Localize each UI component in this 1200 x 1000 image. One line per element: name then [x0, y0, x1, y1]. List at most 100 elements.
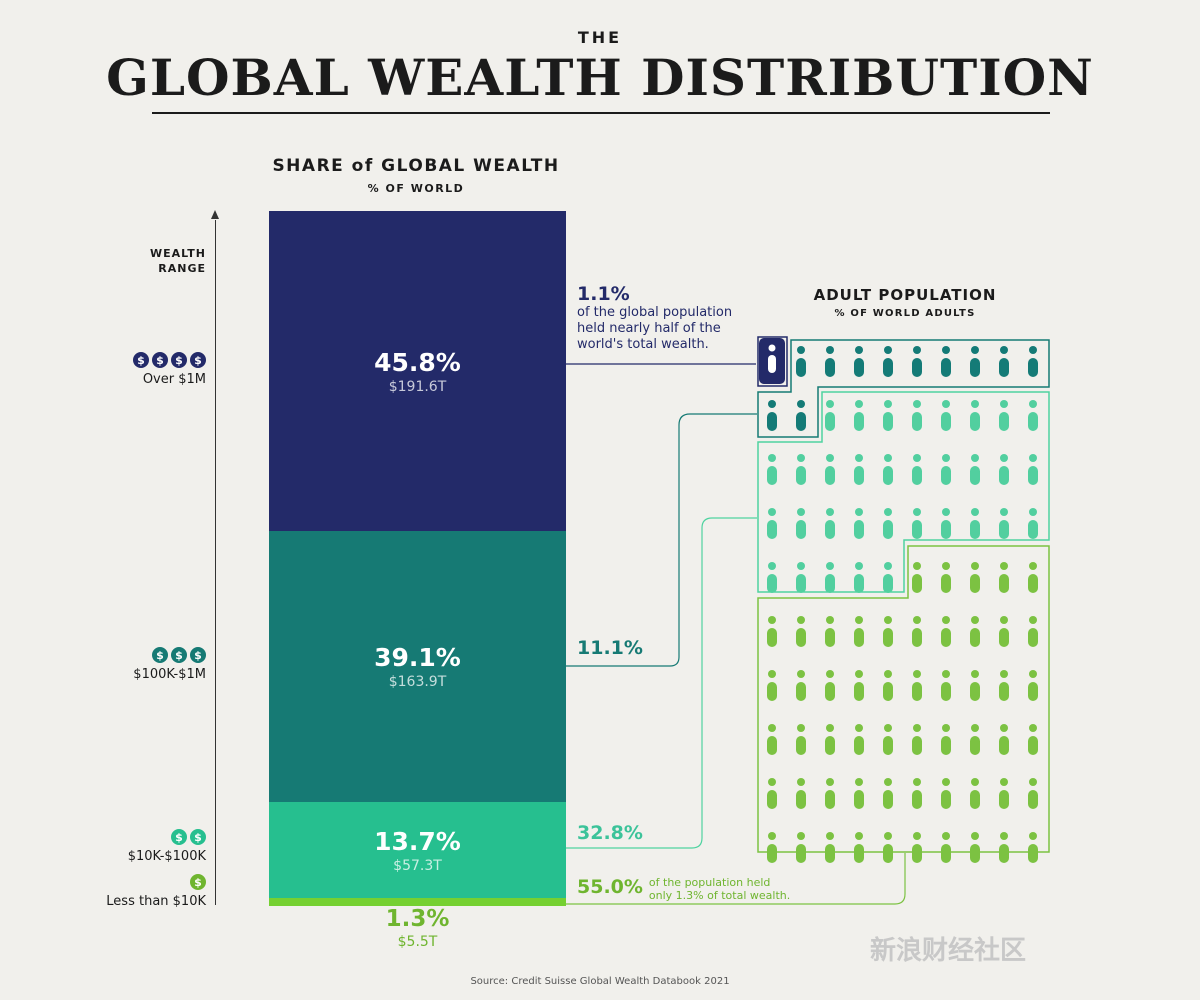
person-icon	[912, 508, 922, 539]
person-icon	[796, 724, 806, 755]
coin-row: $ $ $ $	[133, 352, 206, 368]
person-icon	[767, 778, 777, 809]
person-icon	[825, 724, 835, 755]
person-icon	[796, 832, 806, 863]
data-label-pct: 13.7%	[374, 826, 461, 856]
person-icon	[883, 832, 893, 863]
person-icon	[970, 562, 980, 593]
person-icon	[999, 832, 1009, 863]
source-note: Source: Credit Suisse Global Wealth Data…	[470, 976, 730, 987]
person-icon	[941, 670, 951, 701]
dollar-coin-icon: $	[190, 829, 206, 845]
range-label-over-1m: $ $ $ $ Over $1M	[133, 352, 206, 387]
person-icon	[1028, 346, 1038, 377]
person-icon	[912, 724, 922, 755]
data-label-amount: $191.6T	[388, 378, 447, 395]
coin-row: $ $	[128, 829, 206, 845]
person-icon	[883, 670, 893, 701]
coin-row: $ $ $	[133, 647, 206, 663]
bar-segment-less-10k	[269, 898, 566, 906]
y-axis-line	[215, 220, 216, 905]
person-icon	[970, 670, 980, 701]
person-icon	[883, 508, 893, 539]
range-text: $100K-$1M	[133, 667, 206, 682]
person-icon	[999, 778, 1009, 809]
callout-less-10k: 55.0% of the population held only 1.3% o…	[577, 876, 790, 902]
group-outline-less-10k	[757, 545, 1050, 853]
person-icon	[912, 616, 922, 647]
callout-10k-100k: 32.8%	[577, 822, 643, 844]
data-label-amount: $57.3T	[393, 857, 442, 874]
watermark: 新浪财经社区	[870, 930, 1026, 967]
connector-less-10k	[566, 853, 906, 905]
person-icon	[1028, 508, 1038, 539]
person-icon	[999, 616, 1009, 647]
person-icon	[796, 778, 806, 809]
person-icon	[912, 562, 922, 593]
person-icon	[854, 346, 864, 377]
person-icon	[912, 670, 922, 701]
callout-over-1m: 1.1% of the global population held nearl…	[577, 283, 732, 353]
person-icon	[796, 346, 806, 377]
callout-text: of the population held only 1.3% of tota…	[649, 876, 790, 902]
person-icon	[854, 724, 864, 755]
data-label-pct: 1.3%	[385, 906, 450, 932]
person-icon	[912, 832, 922, 863]
person-icon	[825, 616, 835, 647]
page-title: GLOBAL WEALTH DISTRIBUTION	[106, 48, 1094, 107]
person-icon	[854, 616, 864, 647]
person-icon	[1028, 724, 1038, 755]
callout-line: only 1.3% of total wealth.	[648, 889, 791, 902]
person-icon	[825, 562, 835, 593]
person-icon	[1028, 616, 1038, 647]
person-icon	[854, 832, 864, 863]
person-icon	[825, 346, 835, 377]
wealth-chart-subtitle: % OF WORLD	[367, 182, 465, 195]
person-icon	[825, 508, 835, 539]
person-icon	[883, 454, 893, 485]
range-text: Less than $10K	[106, 894, 206, 909]
watermark-text: 新浪财经社区	[870, 936, 1027, 966]
connector-100k-1m	[566, 413, 757, 667]
person-icon	[767, 400, 777, 431]
person-icon	[970, 616, 980, 647]
person-icon	[883, 562, 893, 593]
person-icon	[941, 724, 951, 755]
person-icon	[796, 670, 806, 701]
person-icon	[759, 338, 785, 384]
less-10k-label: 1.3% $5.5T	[269, 906, 566, 950]
person-icon	[825, 832, 835, 863]
person-icon	[825, 670, 835, 701]
dollar-coin-icon: $	[171, 829, 187, 845]
person-icon	[999, 670, 1009, 701]
person-icon	[970, 400, 980, 431]
person-icon	[883, 616, 893, 647]
person-icon	[767, 616, 777, 647]
dollar-coin-icon: $	[171, 647, 187, 663]
population-chart-subtitle: % OF WORLD ADULTS	[834, 308, 976, 319]
dollar-coin-icon: $	[152, 647, 168, 663]
bar-segment-10k-100k: 13.7% $57.3T	[269, 802, 566, 898]
data-label-amount: $5.5T	[397, 934, 438, 950]
person-icon	[767, 724, 777, 755]
person-icon	[970, 724, 980, 755]
person-icon	[999, 724, 1009, 755]
person-icon	[970, 778, 980, 809]
bar-segment-100k-1m: 39.1% $163.9T	[269, 531, 566, 802]
person-icon	[796, 562, 806, 593]
person-icon	[941, 508, 951, 539]
dollar-coin-icon: $	[133, 352, 149, 368]
callout-pct: 1.1%	[577, 283, 630, 305]
axis-label-line1: WEALTH	[149, 247, 206, 260]
callout-line: of the global population	[577, 305, 733, 320]
person-icon	[1028, 778, 1038, 809]
person-icon	[970, 346, 980, 377]
range-label-10k-100k: $ $ $10K-$100K	[128, 829, 206, 864]
group-outline-10k-100k	[757, 391, 1050, 593]
group-outline-100k-1m	[757, 339, 1050, 438]
person-icon	[767, 454, 777, 485]
range-text: $10K-$100K	[127, 849, 206, 864]
person-icon	[1028, 454, 1038, 485]
person-icon	[854, 778, 864, 809]
person-icon	[796, 400, 806, 431]
